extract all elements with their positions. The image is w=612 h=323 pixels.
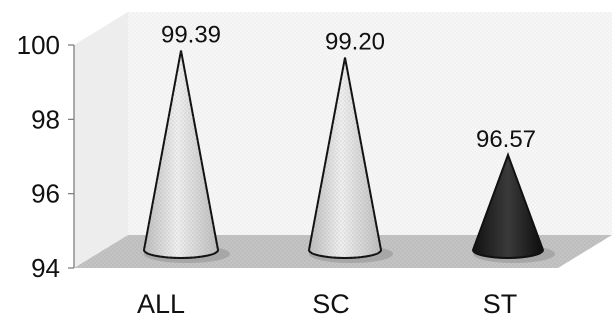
cone-series	[142, 50, 555, 263]
y-tick-label: 98	[31, 104, 60, 134]
x-axis-labels: ALL SC ST	[137, 289, 517, 319]
cone-sc	[307, 57, 393, 263]
data-labels: 99.39 99.20 96.57	[161, 22, 536, 153]
data-label-sc: 99.20	[325, 29, 385, 56]
data-label-all: 99.39	[161, 22, 221, 49]
back-wall-texture	[128, 12, 612, 235]
cone-body	[471, 152, 545, 259]
x-tick-label-st: ST	[483, 289, 518, 319]
x-tick-label-all: ALL	[137, 289, 185, 319]
cone-st	[471, 152, 555, 263]
cone-all	[142, 50, 230, 263]
x-tick-label-sc: SC	[312, 289, 350, 319]
y-axis-ticks: 94 96 98 100	[17, 30, 74, 283]
y-tick-label: 96	[31, 179, 60, 209]
data-label-st: 96.57	[476, 126, 536, 153]
y-tick-label: 94	[31, 253, 60, 283]
side-wall	[74, 12, 128, 268]
y-tick-label: 100	[17, 30, 60, 60]
